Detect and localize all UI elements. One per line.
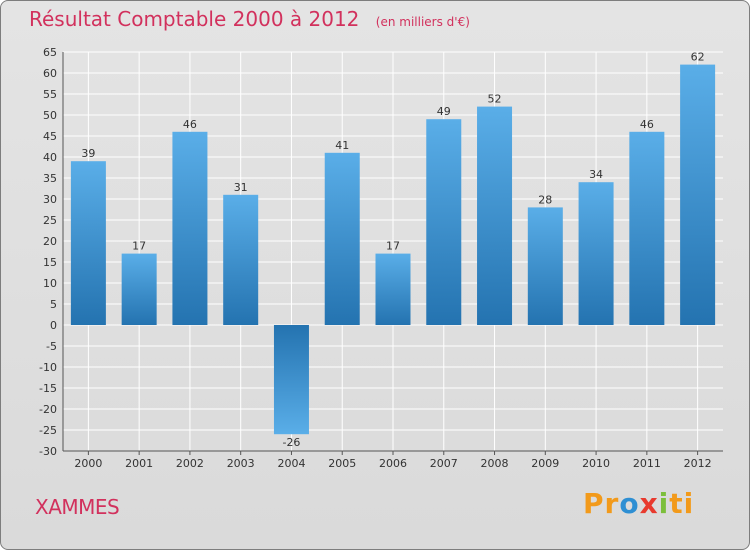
bar-2005 [324,152,360,325]
bar-2007 [426,119,462,325]
y-tick-label: -30 [39,445,57,458]
bar-2004 [273,325,309,435]
x-tick-label-2011: 2011 [633,457,661,470]
x-tick-label-2008: 2008 [481,457,509,470]
chart-title-text: Résultat Comptable 2000 à 2012 [29,7,360,31]
y-tick-label: -5 [46,340,57,353]
x-tick-label-2000: 2000 [74,457,102,470]
y-tick-label: -25 [39,424,57,437]
axes: -30 -25 -20 -15 -10 -5 0 5 10 15 20 25 30 35 40 45 50 55 6… [39,46,723,470]
bar-2003 [223,194,259,325]
logo-part-4: i [658,487,670,520]
value-label-2007: 49 [437,105,451,118]
x-tick-label-2001: 2001 [125,457,153,470]
value-label-2012: 62 [691,51,705,64]
logo-part-3: x [639,487,659,520]
logo-part-1: Pr [583,487,620,520]
y-tick-label: 40 [43,151,57,164]
y-tick-label: 35 [43,172,57,185]
value-label-2011: 46 [640,118,654,131]
x-tick-label-2004: 2004 [277,457,305,470]
x-tick-label-2006: 2006 [379,457,407,470]
y-tick-label: 65 [43,46,57,59]
y-tick-label: 10 [43,277,57,290]
y-tick-label: 50 [43,109,57,122]
value-label-2009: 28 [538,193,552,206]
value-label-2006: 17 [386,240,400,253]
bar-2011 [629,131,665,325]
x-tick-label-2007: 2007 [430,457,458,470]
value-label-2008: 52 [488,93,502,106]
x-tick-label-2003: 2003 [227,457,255,470]
y-tick-label: 5 [50,298,57,311]
value-label-2001: 17 [132,240,146,253]
value-label-2010: 34 [589,168,603,181]
bar-2009 [527,207,563,325]
bar-2002 [172,131,208,325]
y-tick-label: 60 [43,67,57,80]
y-tick-label: 45 [43,130,57,143]
x-tick-label-2002: 2002 [176,457,204,470]
bar-2012 [680,64,716,325]
logo-part-2: o [619,487,640,520]
y-tick-label: -20 [39,403,57,416]
logo-part-5: ti [669,487,695,520]
value-label-2002: 46 [183,118,197,131]
y-tick-label: -10 [39,361,57,374]
value-label-2003: 31 [234,181,248,194]
y-tick-label: 25 [43,214,57,227]
x-tick-label-2005: 2005 [328,457,356,470]
x-tick-label-2012: 2012 [684,457,712,470]
bar-2008 [477,106,513,325]
y-tick-label: 15 [43,256,57,269]
proxiti-logo[interactable]: Proxiti [583,487,694,520]
y-tick-label: 55 [43,88,57,101]
chart-subtitle: (en milliers d'€) [375,15,470,29]
y-tick-label: 30 [43,193,57,206]
y-tick-label: 0 [50,319,57,332]
bars: 39 17 46 31 -26 41 17 49 52 28 34 46 62 [70,51,716,449]
bar-2001 [121,253,157,325]
value-label-2005: 41 [335,139,349,152]
bar-2010 [578,182,614,325]
bar-2006 [375,253,411,325]
bar-2000 [70,161,106,325]
value-label-2004: -26 [282,436,300,449]
y-tick-label: 20 [43,235,57,248]
x-tick-label-2009: 2009 [531,457,559,470]
x-tick-label-2010: 2010 [582,457,610,470]
chart-title: Résultat Comptable 2000 à 2012 (en milli… [29,7,470,31]
value-label-2000: 39 [81,147,95,160]
y-tick-label: -15 [39,382,57,395]
commune-name: XAMMES [35,495,120,519]
